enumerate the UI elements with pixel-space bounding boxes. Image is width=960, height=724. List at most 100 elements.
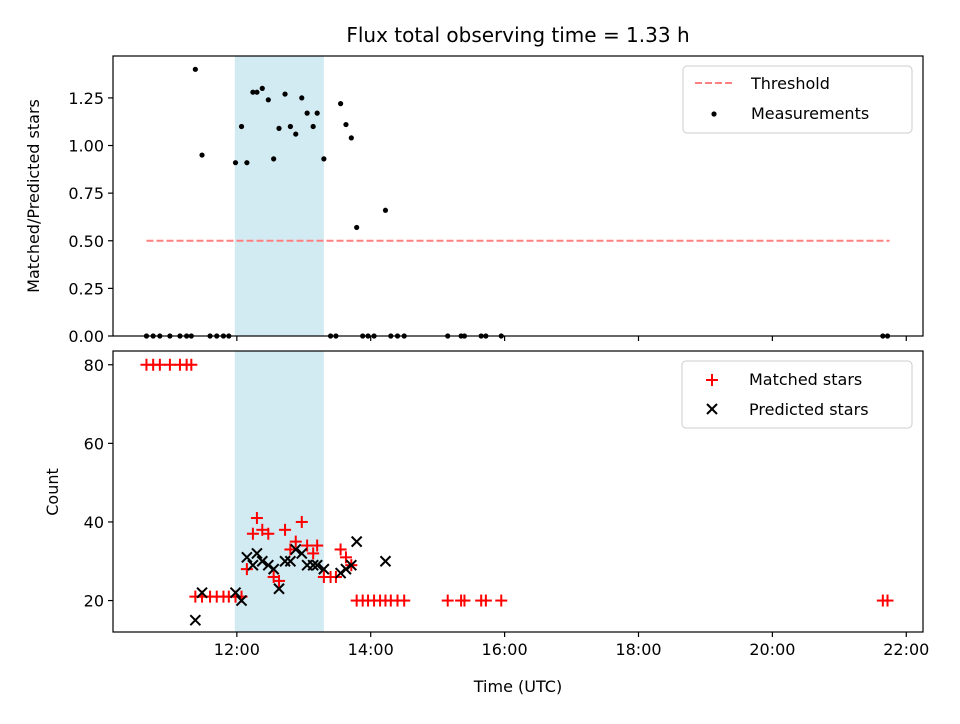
measurements-series bbox=[143, 66, 891, 339]
top-legend: Threshold Measurements bbox=[682, 65, 913, 134]
bottom-legend: Matched stars Predicted stars bbox=[681, 360, 913, 429]
matched-star-point bbox=[458, 594, 471, 607]
x-tick-label: 16:00 bbox=[482, 640, 528, 659]
measurement-point bbox=[244, 160, 250, 166]
predicted-star-point bbox=[311, 559, 323, 571]
top-y-ticks: 0.00 0.25 0.50 0.75 1.00 1.25 bbox=[68, 89, 113, 346]
matched-star-point bbox=[881, 594, 894, 607]
predicted-star-point bbox=[318, 563, 330, 575]
predicted-star-point bbox=[241, 551, 253, 564]
predicted-star-point bbox=[334, 567, 347, 579]
measurement-point bbox=[232, 160, 239, 166]
top-x-ticks bbox=[236, 336, 907, 341]
predicted-star-point bbox=[284, 555, 297, 567]
matched-star-point bbox=[240, 563, 253, 576]
measurement-point bbox=[192, 66, 198, 72]
predicted-star-point bbox=[307, 559, 319, 571]
predicted-star-point bbox=[256, 555, 268, 567]
measurement-point bbox=[321, 156, 327, 162]
measurement-point bbox=[343, 121, 349, 128]
legend-measurements-swatch bbox=[711, 111, 717, 117]
matched-star-point bbox=[273, 574, 286, 587]
bottom-y-ticks: 20 40 60 80 bbox=[84, 356, 113, 611]
bottom-y-tick-label: 20 bbox=[84, 592, 104, 611]
observing-window-span-top bbox=[234, 56, 324, 336]
measurement-point bbox=[310, 123, 316, 130]
measurement-point bbox=[354, 224, 360, 231]
bottom-y-tick-label: 60 bbox=[84, 434, 104, 453]
legend-measurements-label: Measurements bbox=[751, 104, 869, 123]
measurement-point bbox=[304, 110, 310, 116]
matched-star-point bbox=[495, 594, 508, 607]
predicted-stars-series bbox=[189, 535, 392, 626]
measurement-point bbox=[276, 125, 282, 131]
measurement-point bbox=[287, 123, 293, 130]
legend-predicted-label: Predicted stars bbox=[749, 400, 869, 419]
matched-star-point bbox=[311, 539, 324, 552]
top-y-tick-label: 1.25 bbox=[68, 89, 104, 108]
measurement-point bbox=[265, 97, 271, 103]
matched-star-point bbox=[289, 535, 302, 548]
x-tick-label: 18:00 bbox=[615, 640, 661, 659]
bottom-y-tick-label: 40 bbox=[84, 513, 104, 532]
predicted-star-point bbox=[273, 583, 285, 595]
predicted-star-point bbox=[340, 563, 352, 575]
top-y-tick-label: 0.75 bbox=[68, 184, 104, 203]
matched-star-point bbox=[153, 358, 166, 371]
predicted-star-point bbox=[379, 555, 392, 567]
bottom-axes-frame bbox=[112, 350, 924, 633]
predicted-star-point bbox=[235, 594, 248, 607]
ratio-panel: Flux total observing time = 1.33 h 0.00 0… bbox=[24, 23, 924, 346]
top-y-tick-label: 0.50 bbox=[68, 232, 104, 251]
x-tick-label: 20:00 bbox=[749, 640, 795, 659]
predicted-star-point bbox=[229, 586, 242, 599]
bottom-legend-frame bbox=[681, 360, 913, 429]
predicted-star-point bbox=[345, 559, 358, 571]
predicted-star-point bbox=[247, 559, 259, 571]
measurement-point bbox=[282, 91, 288, 97]
measurement-point bbox=[299, 95, 305, 101]
matched-star-point bbox=[256, 523, 269, 536]
observing-window-band bbox=[234, 56, 324, 336]
top-y-tick-label: 0.00 bbox=[68, 327, 104, 346]
matched-star-point bbox=[246, 527, 259, 540]
predicted-star-point bbox=[267, 563, 280, 575]
legend-matched-swatch bbox=[706, 374, 718, 386]
matched-star-point bbox=[295, 515, 308, 528]
matched-star-point bbox=[479, 594, 492, 607]
predicted-star-point bbox=[262, 559, 275, 571]
predicted-star-point bbox=[296, 547, 308, 560]
measurement-point bbox=[382, 207, 389, 213]
measurement-point bbox=[238, 123, 245, 130]
predicted-star-point bbox=[290, 543, 302, 556]
measurement-point bbox=[271, 156, 277, 162]
matched-star-point bbox=[185, 358, 198, 371]
measurement-point bbox=[254, 89, 260, 95]
legend-matched-label: Matched stars bbox=[749, 370, 862, 389]
measurement-point bbox=[314, 110, 320, 116]
bottom-y-tick-label: 80 bbox=[84, 356, 104, 375]
x-tick-label: 12:00 bbox=[214, 640, 260, 659]
matched-star-point bbox=[441, 594, 454, 607]
chart-title: Flux total observing time = 1.33 h bbox=[346, 23, 689, 47]
matched-star-point bbox=[398, 594, 411, 607]
predicted-star-point bbox=[251, 547, 263, 560]
measurement-point bbox=[199, 152, 205, 158]
top-legend-frame bbox=[682, 65, 913, 134]
top-axes-frame bbox=[112, 55, 924, 337]
measurement-point bbox=[250, 89, 256, 95]
x-axis-label: Time (UTC) bbox=[473, 677, 562, 696]
predicted-star-point bbox=[189, 614, 202, 626]
matched-star-point bbox=[307, 547, 320, 560]
measurement-point bbox=[293, 131, 299, 137]
bottom-y-axis-label: Count bbox=[43, 468, 62, 516]
legend-predicted-swatch bbox=[706, 403, 718, 415]
predicted-star-point bbox=[350, 535, 363, 548]
matched-star-point bbox=[301, 539, 314, 552]
measurement-point bbox=[259, 85, 265, 91]
matched-star-point bbox=[334, 543, 347, 556]
top-y-tick-label: 1.00 bbox=[68, 137, 104, 156]
